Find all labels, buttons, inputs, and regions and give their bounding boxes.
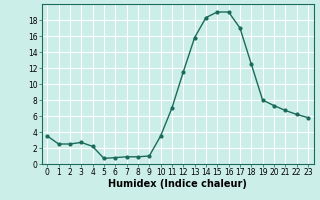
X-axis label: Humidex (Indice chaleur): Humidex (Indice chaleur) (108, 179, 247, 189)
